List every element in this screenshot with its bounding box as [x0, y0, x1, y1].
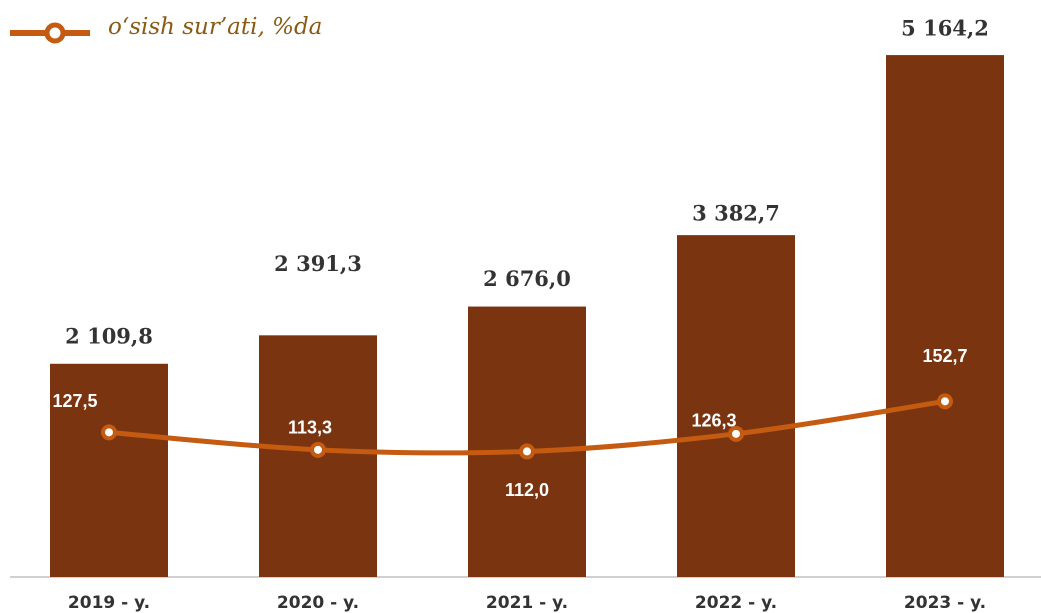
legend-marker	[44, 22, 66, 44]
x-tick-label: 2020 - y.	[277, 593, 359, 613]
bar-value-label: 3 382,7	[692, 201, 780, 226]
bar-value-label: 2 109,8	[65, 323, 153, 348]
x-tick-label: 2019 - y.	[68, 593, 150, 613]
legend-label: o‘sish sur’ati, %da	[108, 14, 322, 40]
line-marker	[310, 441, 326, 458]
line-marker	[101, 424, 117, 441]
bar	[50, 363, 168, 577]
line-marker	[519, 443, 535, 460]
line-value-label: 127,5	[52, 391, 97, 411]
x-tick-label: 2023 - y.	[904, 593, 986, 613]
legend: o‘sish sur’ati, %da	[10, 14, 322, 44]
line-value-label: 113,3	[288, 418, 332, 438]
bar	[886, 55, 1004, 577]
line-marker	[937, 393, 953, 410]
line-marker	[728, 425, 744, 442]
bar-value-label: 2 676,0	[483, 266, 571, 291]
bar-value-label: 5 164,2	[901, 16, 989, 41]
line-value-label: 126,3	[691, 411, 736, 431]
bar	[677, 235, 795, 577]
x-tick-label: 2022 - y.	[695, 593, 777, 613]
x-tick-label: 2021 - y.	[486, 593, 568, 613]
line-value-label: 112,0	[505, 480, 549, 500]
line-value-label: 152,7	[922, 346, 967, 366]
bar	[468, 306, 586, 577]
bar-value-label: 2 391,3	[274, 251, 362, 276]
